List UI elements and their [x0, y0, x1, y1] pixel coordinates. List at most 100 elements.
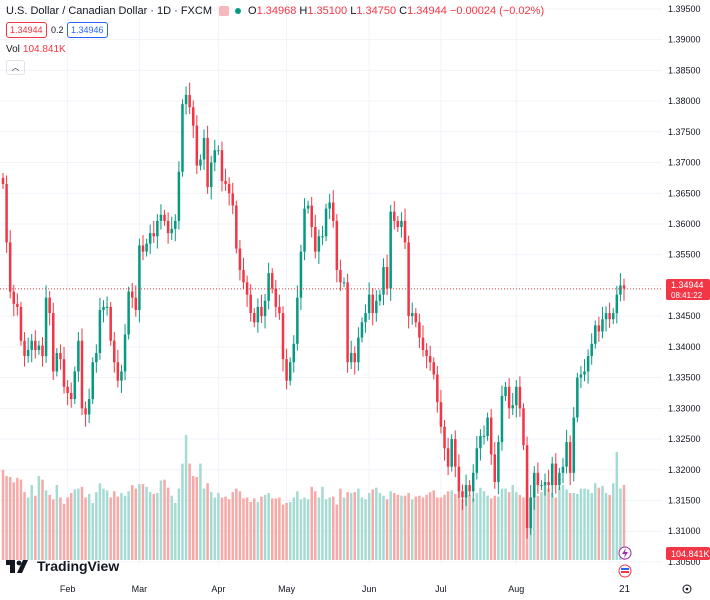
- volume-bar: [486, 495, 489, 560]
- candle-body: [41, 345, 44, 357]
- candle-body: [489, 417, 493, 455]
- candle-body: [554, 463, 558, 486]
- volume-bar: [389, 491, 392, 560]
- volume-bar: [184, 435, 188, 560]
- volume-bar: [468, 494, 471, 560]
- candle-body: [127, 291, 130, 335]
- volume-bar: [461, 499, 464, 560]
- candle-body: [37, 345, 41, 350]
- volume-bar: [371, 489, 374, 560]
- volume-bar: [245, 497, 249, 560]
- volume-bar: [396, 494, 400, 560]
- candle-body: [497, 442, 500, 483]
- candle-body: [586, 356, 590, 372]
- price-tick-label: 1.36000: [668, 219, 701, 229]
- volume-bar: [127, 491, 130, 560]
- candle-body: [522, 408, 525, 446]
- candle-body: [543, 482, 547, 486]
- volume-bar: [554, 497, 558, 560]
- volume-bar: [23, 492, 26, 560]
- candle-body: [482, 435, 486, 437]
- candle-body: [231, 193, 234, 206]
- volume-bar: [188, 463, 191, 560]
- volume-bar: [84, 497, 87, 560]
- price-tick-label: 1.34000: [668, 342, 701, 352]
- price-tick-label: 1.32500: [668, 434, 701, 444]
- candle-body: [217, 150, 220, 152]
- volume-bar: [249, 501, 252, 560]
- candle-body: [328, 202, 331, 209]
- candle-body: [500, 396, 504, 443]
- sell-price-button[interactable]: 1.34944: [6, 22, 47, 38]
- price-tick-label: 1.39500: [668, 4, 701, 14]
- volume-bar: [511, 485, 514, 560]
- volume-bar: [353, 492, 357, 560]
- volume-bar: [263, 494, 267, 560]
- volume-bar: [393, 493, 396, 560]
- candle-body: [256, 306, 260, 323]
- collapse-legend-chevron-icon[interactable]: ︿: [6, 60, 25, 75]
- volume-bar: [62, 503, 66, 560]
- symbol-title[interactable]: U.S. Dollar / Canadian Dollar · 1D · FXC…: [6, 5, 213, 17]
- volume-bar: [497, 496, 500, 560]
- volume-bar: [536, 495, 540, 560]
- candle-body: [98, 310, 102, 354]
- buy-price-button[interactable]: 1.34946: [67, 22, 108, 38]
- volume-bar: [543, 484, 547, 560]
- volume-bar: [206, 483, 209, 560]
- candle-body: [576, 377, 579, 418]
- candle-body: [184, 94, 188, 105]
- time-axis[interactable]: Feb Mar Apr May Jun Jul Aug: [60, 584, 524, 594]
- volume-bar: [1, 469, 5, 560]
- volume-bar: [586, 489, 590, 560]
- volume-bar: [113, 491, 116, 560]
- volume-bar: [414, 496, 418, 560]
- volume-bar: [299, 499, 303, 560]
- volume-legend-value: 104.841K: [22, 44, 66, 55]
- volume-bar: [199, 463, 202, 560]
- time-tick-label: Jun: [362, 584, 377, 594]
- volume-bar: [134, 488, 138, 560]
- volume-bar: [324, 499, 328, 560]
- bar-countdown: 08:41:22: [671, 291, 703, 300]
- candle-body: [170, 228, 173, 234]
- settings-gear-icon[interactable]: [682, 584, 692, 594]
- volume-bar: [34, 495, 37, 560]
- volume-bar: [335, 504, 339, 560]
- candle-body: [507, 386, 511, 409]
- candle-body: [428, 356, 432, 363]
- candle-body: [134, 297, 138, 310]
- volume-bar: [44, 490, 48, 560]
- candle-body: [19, 306, 23, 341]
- lightning-icon[interactable]: [618, 546, 632, 560]
- candle-body: [446, 448, 450, 467]
- candle-body: [12, 291, 16, 304]
- volume-bar: [436, 497, 439, 560]
- candle-body: [48, 297, 51, 314]
- candle-body: [30, 340, 33, 350]
- candle-body: [533, 472, 536, 498]
- volume-bar: [615, 451, 619, 560]
- volume-bar: [604, 493, 608, 560]
- time-tick-label: Aug: [508, 584, 524, 594]
- volume-bar: [306, 499, 310, 560]
- volume-bar: [367, 493, 371, 560]
- flag-icon[interactable]: [618, 564, 632, 578]
- candle-body: [202, 137, 206, 160]
- volume-bar: [281, 504, 285, 560]
- volume-bar: [217, 493, 220, 560]
- candle-body: [561, 466, 565, 473]
- volume-bar: [482, 491, 486, 560]
- candle-body: [414, 313, 418, 323]
- volume-bar: [561, 485, 565, 560]
- candle-body: [321, 236, 324, 238]
- volume-bar: [152, 493, 156, 560]
- tradingview-logo[interactable]: TradingView: [6, 558, 119, 574]
- time-tick-label: Feb: [60, 584, 76, 594]
- volume-bar: [349, 493, 353, 560]
- candle-body: [199, 159, 202, 166]
- candle-body: [245, 282, 249, 295]
- candle-body: [91, 362, 94, 400]
- volume-bar: [267, 493, 270, 560]
